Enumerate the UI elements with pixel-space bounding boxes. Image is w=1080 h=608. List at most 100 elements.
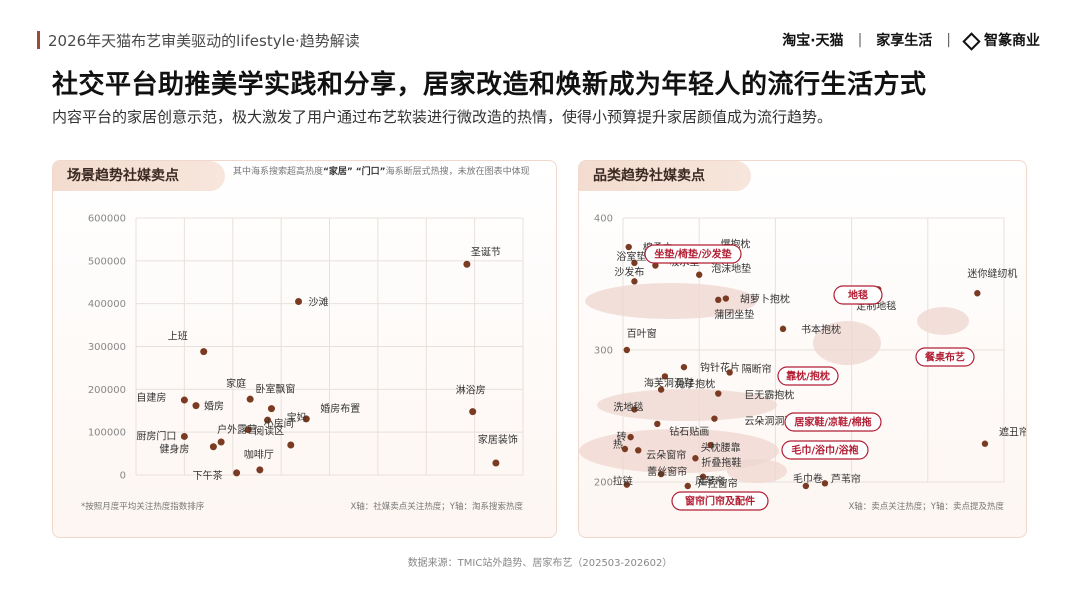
scatter-point [621, 445, 629, 453]
scatter-point [657, 470, 665, 478]
category-trend-tab: 品类趋势社媒卖点 [579, 161, 751, 191]
point-label: 泡沫地垫 [711, 262, 751, 275]
point-label: 沙发布 [614, 265, 644, 278]
brand-logos: 淘宝·天猫 | 家享生活 | 智篆商业 [782, 30, 1040, 51]
scatter-point [974, 290, 981, 297]
category-tag-label: 毛巾/浴巾/浴袍 [791, 444, 858, 457]
point-label: 声控窗帘 [698, 477, 738, 490]
category-cluster [813, 321, 881, 365]
point-label: 户外露营 [217, 423, 257, 436]
point-label: 兔子抱枕 [675, 378, 715, 391]
note-keyword-home: “家居” [323, 167, 353, 177]
y-tick-label: 0 [120, 471, 126, 482]
y-tick-label: 200 [594, 478, 613, 489]
y-tick-label: 300000 [88, 342, 126, 353]
point-label: 折叠拖鞋 [701, 456, 741, 469]
point-label: 婚房布置 [320, 402, 360, 415]
point-label: 隔断帘 [742, 362, 772, 375]
category-tag [915, 347, 975, 367]
category-tag-label: 地毯 [848, 289, 868, 302]
point-label: 热 [613, 438, 623, 451]
scene-trend-tab: 场景趋势社媒卖点 [53, 161, 225, 191]
point-label: 头枕腰靠 [701, 441, 741, 454]
headline: 社交平台助推美学实践和分享，居家改造和焕新成为年轻人的流行生活方式 [52, 70, 927, 100]
scatter-point [631, 278, 638, 285]
brand-separator: | [946, 32, 951, 48]
scatter-point [492, 459, 500, 467]
category-tag [781, 440, 869, 460]
category-cluster [585, 283, 757, 319]
point-label: 阅读区 [254, 425, 284, 438]
y-tick-label: 400 [594, 214, 613, 225]
report-title: 2026年天猫布艺审美驱动的lifestyle·趋势解读 [48, 32, 360, 50]
scatter-point [625, 243, 632, 251]
point-label: 遮丑帘 [999, 426, 1027, 439]
y-tick-label: 100000 [88, 428, 126, 439]
scatter-point [680, 363, 688, 371]
left-footnote: *按照月度平均关注热度指数排序 [81, 501, 205, 512]
y-tick-label: 600000 [88, 214, 126, 225]
point-label: 百叶窗 [627, 327, 657, 340]
scatter-point [707, 441, 714, 449]
scatter-point [256, 466, 264, 474]
scatter-point [192, 402, 200, 410]
scatter-point [217, 438, 225, 446]
point-label: 海芙洞洞鞋 [644, 376, 694, 389]
scatter-point [180, 396, 188, 404]
category-tag-label: 餐桌布艺 [924, 351, 965, 364]
scene-trend-panel: 场景趋势社媒卖点 其中海系搜索超高热度“家居” “门口”海系断层式热搜，未放在图… [52, 160, 557, 538]
header-accent-bar [37, 31, 40, 49]
category-tag-label: 居家鞋/凉鞋/棉拖 [794, 416, 871, 429]
scatter-point [715, 390, 722, 397]
point-label: 圣诞节 [471, 245, 501, 258]
scatter-point [802, 482, 810, 490]
scatter-point [209, 443, 217, 451]
point-label: 自建房 [136, 391, 166, 404]
point-label: 巨无霸抱枕 [744, 389, 794, 402]
brand-separator: | [857, 32, 863, 48]
category-tag [644, 244, 742, 264]
category-cluster [917, 307, 969, 335]
brand-jiaxiang: 家享生活 [876, 33, 933, 49]
scatter-point [821, 480, 829, 487]
point-label: 家庭 [226, 377, 246, 390]
point-label: 家居装饰 [478, 433, 518, 446]
point-label: 蕾丝窗帘 [647, 465, 687, 478]
point-label: 拉链 [613, 475, 633, 488]
scatter-point [726, 369, 733, 376]
point-label: 浴室垫 [616, 250, 646, 263]
point-label: 砖 [617, 430, 627, 443]
scene-trend-note: 其中海系搜索超高热度“家居” “门口”海系断层式热搜，未放在图表中体现 [233, 167, 543, 178]
scatter-point [715, 296, 722, 304]
scatter-point [623, 346, 631, 354]
scatter-point [631, 259, 638, 267]
scatter-point [779, 325, 787, 333]
point-label: 风琴帘 [695, 475, 725, 488]
brand-taobao-tmall: 淘宝·天猫 [782, 33, 844, 49]
scatter-point [180, 432, 188, 440]
scatter-point [699, 473, 707, 480]
note-prefix: 其中海系搜索超高热度 [233, 167, 324, 177]
scatter-point [711, 415, 718, 422]
point-label: 婚房 [204, 400, 224, 413]
scatter-point [696, 271, 703, 278]
point-label: 芦苇帘 [831, 472, 861, 485]
grid [135, 217, 524, 476]
scene-scatter-chart: 0 100000 200000 300000 400000 500000 600000 圣诞节… [81, 214, 524, 512]
scatter-point [627, 433, 634, 441]
point-label: 胡萝卜抱枕 [740, 293, 790, 306]
point-label: 上班 [168, 331, 188, 343]
category-tag [671, 491, 769, 511]
scatter-point [684, 482, 691, 490]
scatter-point [267, 405, 275, 413]
scatter-point [981, 440, 989, 447]
scatter-point [692, 455, 699, 462]
scatter-point [722, 295, 730, 302]
scatter-point [661, 373, 669, 380]
note-keyword-doorway: “门口” [355, 167, 386, 177]
point-label: 迷你缝纫机 [967, 267, 1017, 280]
point-label: 钻石贴画 [669, 425, 709, 438]
scatter-point [295, 298, 303, 306]
scatter-point [635, 447, 642, 454]
scatter-point [469, 408, 477, 416]
